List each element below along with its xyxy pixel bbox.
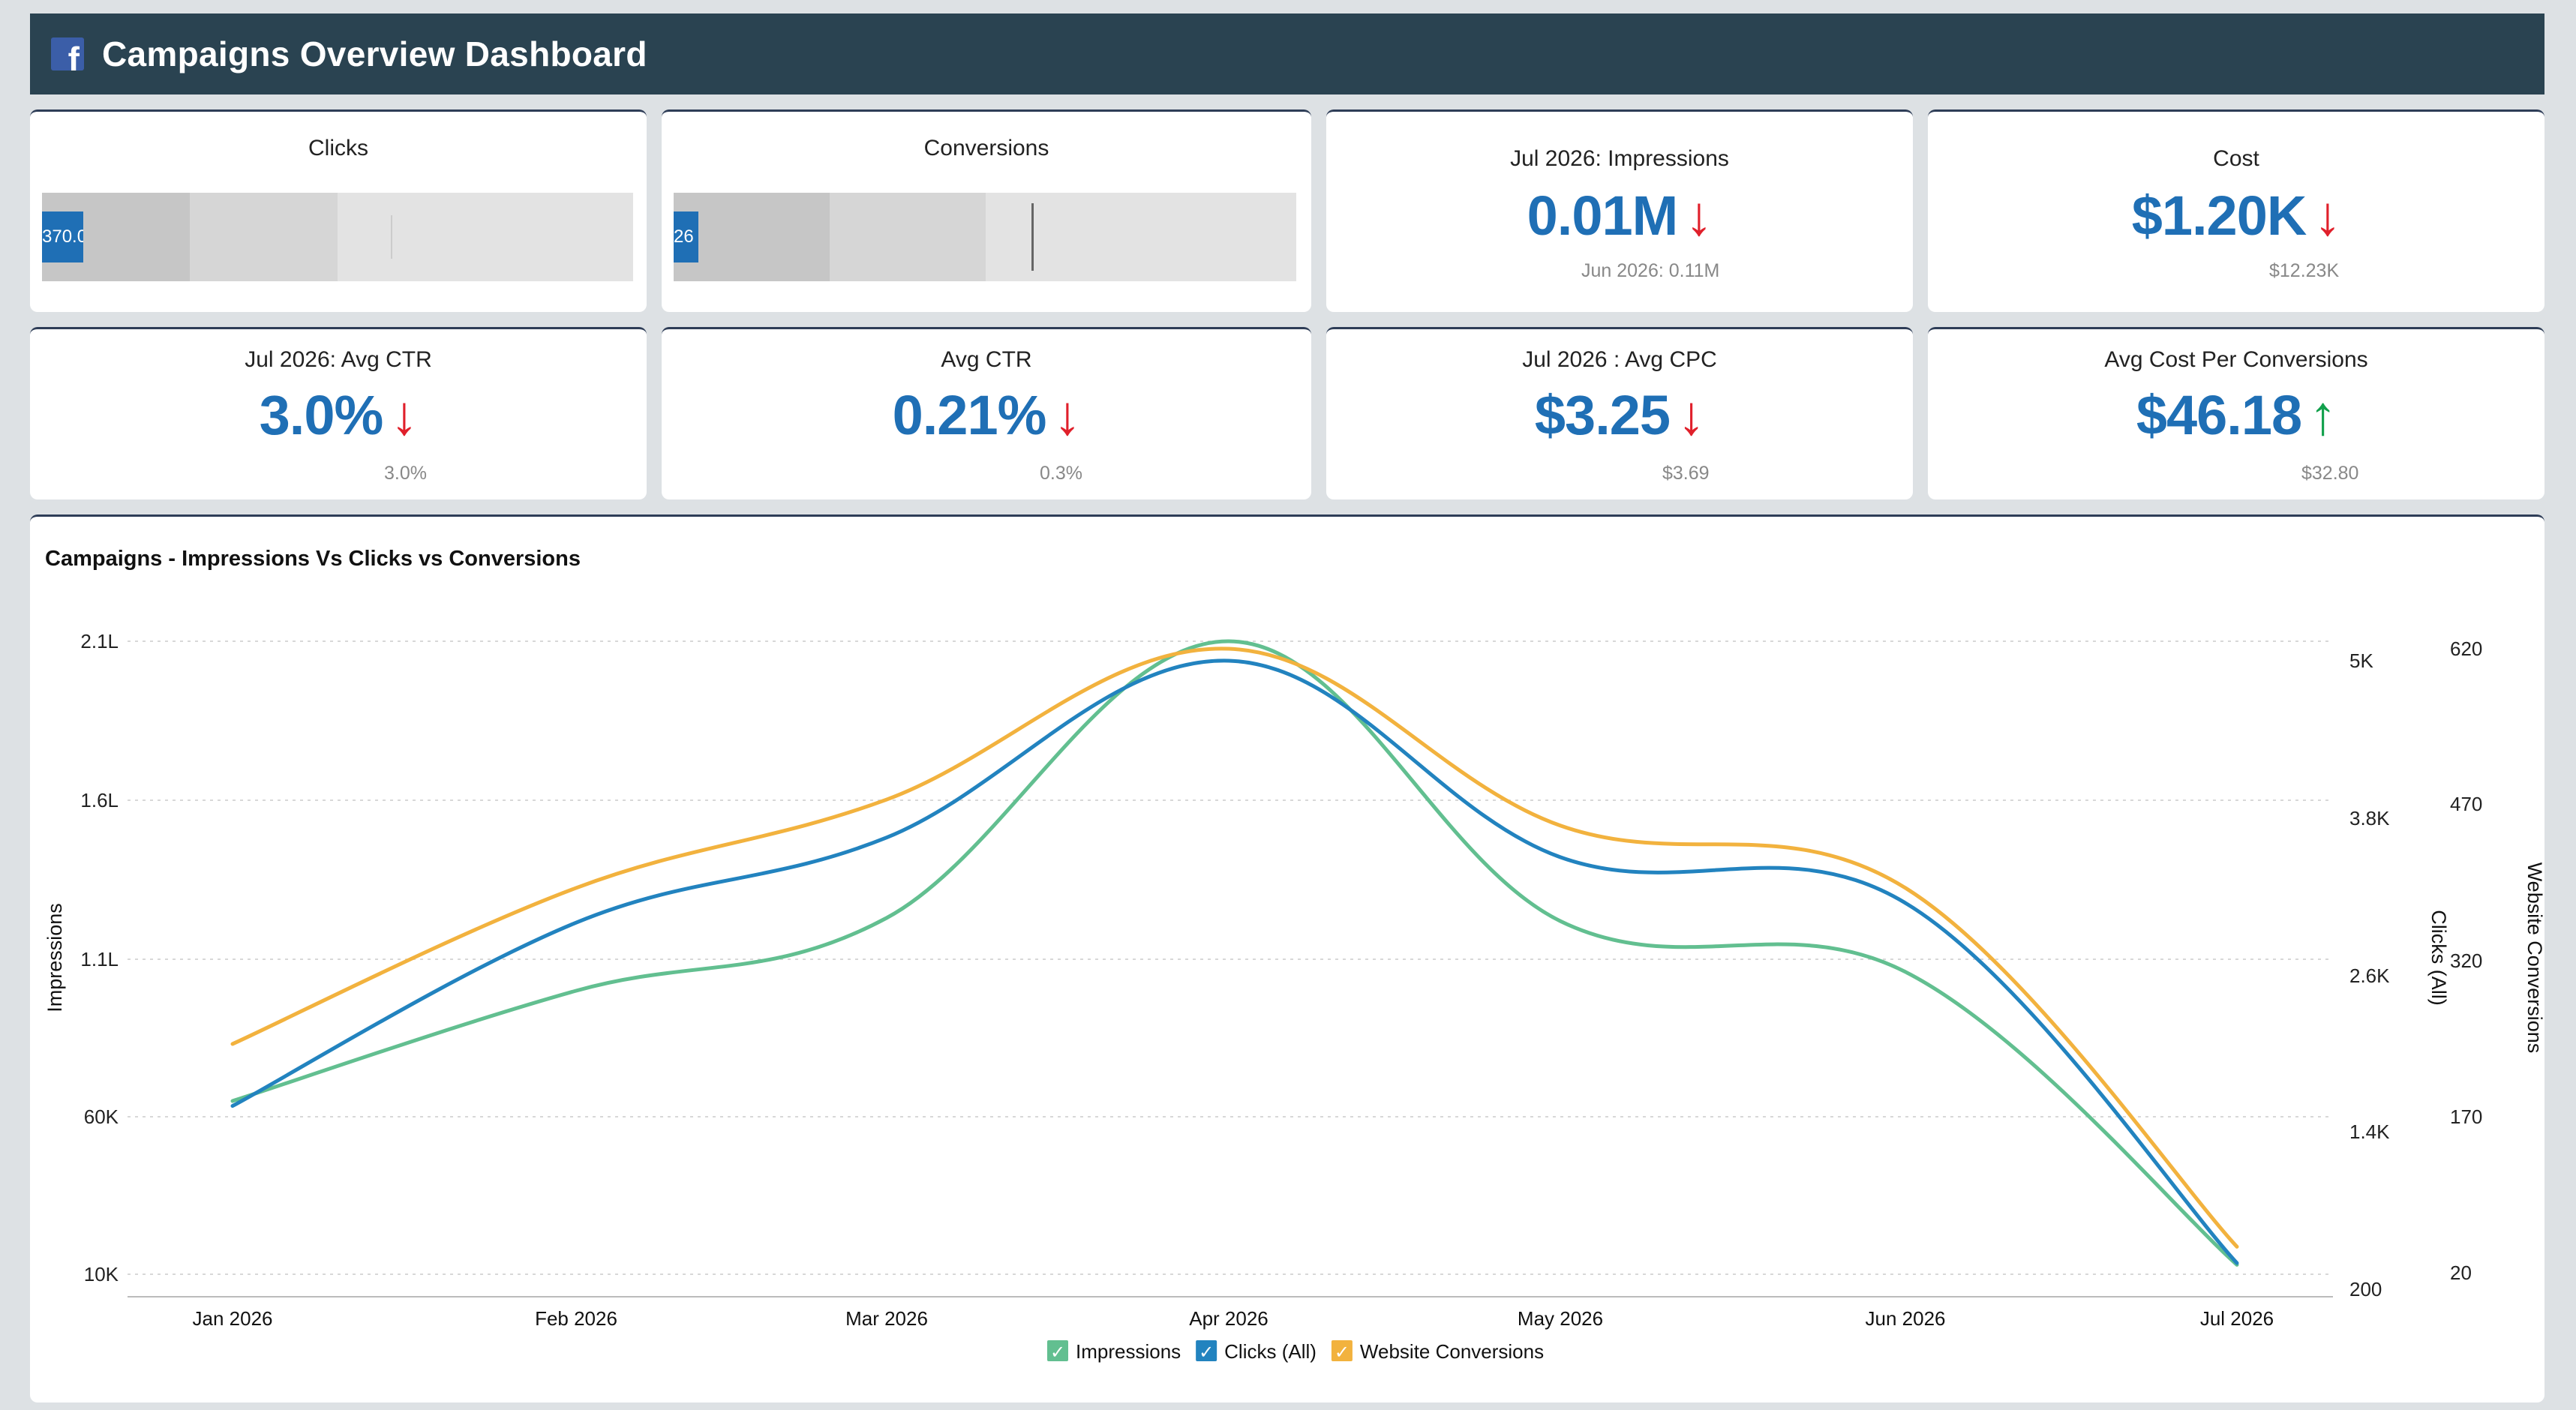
x-tick-label: Feb 2026 bbox=[535, 1307, 617, 1330]
y2-tick-label: 1.4K bbox=[2349, 1120, 2390, 1143]
y-tick-label: 1.6L bbox=[80, 789, 119, 812]
y2-tick-label: 2.6K bbox=[2349, 964, 2390, 987]
legend-label[interactable]: Impressions bbox=[1076, 1340, 1181, 1363]
bullet-bar[interactable]: 26 bbox=[674, 212, 698, 262]
y3-axis-label: Website Conversions bbox=[2523, 862, 2544, 1054]
kpi-value: $1.20K ↓ bbox=[2131, 184, 2342, 247]
y-axis-label: Impressions bbox=[44, 903, 66, 1012]
y2-axis-label: Clicks (All) bbox=[2427, 910, 2450, 1006]
card-title: Jul 2026 : Avg CPC bbox=[1522, 347, 1717, 372]
check-icon: ✓ bbox=[1199, 1342, 1214, 1363]
x-tick-label: Jun 2026 bbox=[1866, 1307, 1946, 1330]
legend-checkbox[interactable] bbox=[1331, 1340, 1353, 1361]
y-tick-label: 2.1L bbox=[80, 630, 119, 652]
kpi-value: 3.0% ↓ bbox=[259, 384, 419, 446]
arrow-down-icon: ↓ bbox=[2313, 184, 2341, 247]
impressions-kpi-card: Jul 2026: Impressions 0.01M ↓ Jun 2026: 0… bbox=[1326, 110, 1913, 312]
check-icon: ✓ bbox=[1050, 1342, 1065, 1363]
page-title: Campaigns Overview Dashboard bbox=[102, 34, 647, 74]
bullet-track: 370.00 bbox=[42, 193, 633, 281]
series-line-website-conversions bbox=[230, 646, 2239, 1249]
arrow-down-icon: ↓ bbox=[390, 384, 418, 446]
x-tick-label: Mar 2026 bbox=[845, 1307, 928, 1330]
dashboard-header: f Campaigns Overview Dashboard bbox=[30, 14, 2544, 94]
kpi-value: $3.25 ↓ bbox=[1534, 384, 1705, 446]
y3-tick-label: 170 bbox=[2450, 1106, 2482, 1128]
check-icon: ✓ bbox=[1335, 1342, 1350, 1363]
campaigns-chart-card: Campaigns - Impressions Vs Clicks vs Con… bbox=[30, 514, 2544, 1402]
y2-tick-label: 3.8K bbox=[2349, 807, 2390, 830]
legend-label[interactable]: Website Conversions bbox=[1360, 1340, 1544, 1363]
x-tick-label: Apr 2026 bbox=[1189, 1307, 1268, 1330]
legend-checkbox[interactable] bbox=[1196, 1340, 1217, 1361]
y-tick-label: 10K bbox=[84, 1263, 119, 1286]
arrow-up-icon: ↑ bbox=[2309, 384, 2337, 446]
y3-tick-label: 620 bbox=[2450, 638, 2482, 660]
kpi-previous-value: $12.23K bbox=[2269, 260, 2340, 281]
series-line-clicks-all bbox=[230, 658, 2239, 1265]
y3-tick-label: 470 bbox=[2450, 793, 2482, 815]
legend-label[interactable]: Clicks (All) bbox=[1224, 1340, 1317, 1363]
y-tick-label: 1.1L bbox=[80, 948, 119, 970]
card-title: Avg CTR bbox=[941, 347, 1032, 372]
kpi-previous-value: 3.0% bbox=[384, 463, 427, 484]
line-chart[interactable]: 10K 60K 1.1L 1.6L 2.1L 200 1.4K 2.6K 3.8K 5K 20 170… bbox=[30, 517, 2544, 1402]
y3-tick-label: 20 bbox=[2450, 1262, 2472, 1284]
kpi-previous-value: $3.69 bbox=[1662, 463, 1710, 484]
legend-checkbox[interactable] bbox=[1047, 1340, 1068, 1361]
card-title: Conversions bbox=[923, 136, 1049, 160]
x-tick-label: May 2026 bbox=[1518, 1307, 1603, 1330]
kpi-previous-value: Jun 2026: 0.11M bbox=[1581, 260, 1720, 281]
target-marker bbox=[391, 215, 392, 259]
avg-ctr-jul-card: Jul 2026: Avg CTR 3.0% ↓ 3.0% bbox=[30, 327, 647, 500]
kpi-previous-value: 0.3% bbox=[1040, 463, 1082, 484]
series-line-impressions bbox=[230, 639, 2239, 1267]
card-title: Clicks bbox=[308, 136, 368, 160]
x-tick-label: Jul 2026 bbox=[2200, 1307, 2274, 1330]
kpi-previous-value: $32.80 bbox=[2301, 463, 2359, 484]
cost-kpi-card: Cost $1.20K ↓ $12.23K bbox=[1928, 110, 2544, 312]
y3-tick-label: 320 bbox=[2450, 950, 2482, 972]
arrow-down-icon: ↓ bbox=[1053, 384, 1081, 446]
facebook-icon: f bbox=[51, 38, 84, 70]
kpi-value: 0.01M ↓ bbox=[1527, 184, 1713, 247]
kpi-value: $46.18 ↑ bbox=[2136, 384, 2337, 446]
avg-cost-per-conversion-card: Avg Cost Per Conversions $46.18 ↑ $32.80 bbox=[1928, 327, 2544, 500]
chart-title: Campaigns - Impressions Vs Clicks vs Con… bbox=[45, 547, 581, 571]
bullet-track: 26 bbox=[674, 193, 1296, 281]
y2-tick-label: 5K bbox=[2349, 650, 2373, 672]
arrow-down-icon: ↓ bbox=[1677, 384, 1705, 446]
card-title: Jul 2026: Impressions bbox=[1510, 146, 1729, 171]
kpi-value: 0.21% ↓ bbox=[892, 384, 1082, 446]
card-title: Cost bbox=[2213, 146, 2259, 171]
avg-cpc-card: Jul 2026 : Avg CPC $3.25 ↓ $3.69 bbox=[1326, 327, 1913, 500]
bullet-bar[interactable]: 370.00 bbox=[42, 212, 83, 262]
y-tick-label: 60K bbox=[84, 1106, 119, 1128]
y2-tick-label: 200 bbox=[2349, 1278, 2382, 1300]
avg-ctr-card: Avg CTR 0.21% ↓ 0.3% bbox=[662, 327, 1311, 500]
arrow-down-icon: ↓ bbox=[1685, 184, 1713, 247]
x-tick-label: Jan 2026 bbox=[193, 1307, 273, 1330]
card-title: Avg Cost Per Conversions bbox=[2104, 347, 2368, 372]
clicks-card: Clicks 370.00 bbox=[30, 110, 647, 312]
target-marker bbox=[1031, 203, 1034, 271]
card-title: Jul 2026: Avg CTR bbox=[245, 347, 432, 372]
conversions-card: Conversions 26 bbox=[662, 110, 1311, 312]
